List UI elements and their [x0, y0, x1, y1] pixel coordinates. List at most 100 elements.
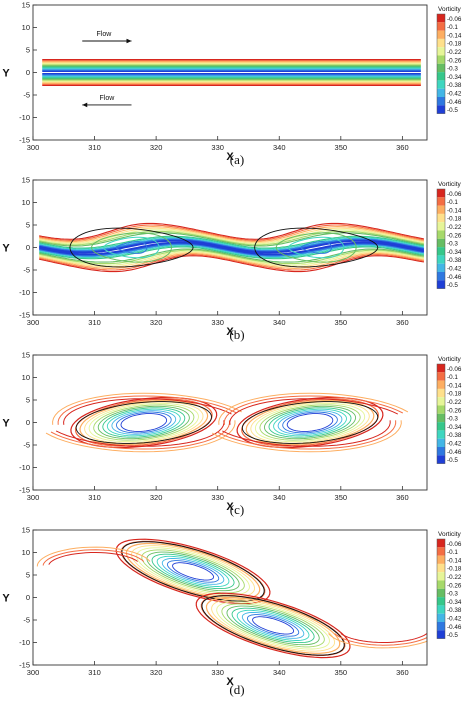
- legend-swatch: [437, 247, 445, 256]
- y-tick-label: 10: [22, 198, 30, 207]
- x-axis-label: X: [226, 151, 234, 160]
- vortex-contour: [161, 558, 225, 585]
- x-tick-label: 310: [88, 143, 101, 152]
- spiral-arm: [211, 420, 402, 453]
- legend-label: -0.06: [447, 16, 462, 23]
- vortex-contour: [115, 241, 148, 254]
- legend-swatch: [437, 613, 445, 622]
- contour-line: [39, 241, 425, 256]
- vortex-contour: [211, 599, 336, 652]
- y-tick-label: 15: [22, 1, 30, 10]
- contour-group: [36, 538, 427, 659]
- legend-swatch: [437, 388, 445, 398]
- legend-swatch: [437, 189, 445, 198]
- legend-label: -0.18: [447, 216, 462, 223]
- y-axis-label: Y: [2, 243, 10, 255]
- vortex-contour: [231, 607, 315, 644]
- legend: Vorticity -0.06-0.1-0.14 -0.18-0.22-0.26 -0…: [436, 181, 462, 289]
- vortex-contour: [166, 560, 220, 583]
- legend-swatch: [437, 455, 445, 464]
- legend-swatch: [437, 213, 445, 223]
- vortex-contour: [151, 553, 235, 590]
- axes: 300 310 320 330 340 350 360 -15 -10 -5 0 5 10 15 X Y: [2, 351, 408, 511]
- vortex-contour: [141, 549, 245, 594]
- x-tick-label: 320: [150, 143, 163, 152]
- contour-line: [39, 236, 425, 250]
- legend-title: Vorticity: [438, 531, 462, 538]
- y-tick-label: 5: [26, 221, 30, 230]
- spiral-arm: [55, 420, 225, 447]
- legend-label: -0.42: [447, 266, 462, 273]
- y-tick-label: -5: [23, 266, 30, 275]
- x-tick-label: 310: [88, 318, 101, 327]
- vortex-contour: [286, 413, 334, 432]
- y-tick-label: -5: [23, 91, 30, 100]
- plot-frame: [32, 179, 428, 316]
- contour-line: [39, 246, 424, 260]
- x-tick-label: 350: [335, 668, 348, 677]
- legend-title: Vorticity: [438, 356, 462, 363]
- contour-line: [39, 222, 425, 240]
- vortex-contour: [146, 551, 240, 592]
- panel-b-caption: (b): [229, 327, 245, 342]
- legend-swatch: [437, 97, 445, 106]
- x-tick-label: 350: [335, 318, 348, 327]
- legend-label: -0.46: [447, 99, 462, 106]
- vortex-contour: [111, 410, 177, 435]
- legend-label: -0.3: [447, 241, 458, 248]
- panel-c: 300 310 320 330 340 350 360 -15 -10 -5 0 5 10 15 X Y Vor…: [0, 350, 474, 525]
- spiral-arm: [223, 395, 404, 425]
- vortex-contour: [259, 404, 361, 441]
- filament: [36, 546, 151, 567]
- separatrix: [75, 401, 212, 444]
- filament: [42, 549, 145, 566]
- y-tick-label: 15: [22, 526, 30, 535]
- legend-swatch: [437, 380, 445, 389]
- y-tick-label: -10: [19, 463, 30, 472]
- legend: Vorticity -0.06-0.1-0.14 -0.18-0.22-0.26 -0…: [436, 531, 462, 639]
- legend-label: -0.34: [447, 74, 462, 81]
- legend-label: -0.46: [447, 449, 462, 456]
- legend-label: -0.14: [447, 207, 462, 214]
- legend-label: -0.5: [447, 632, 458, 639]
- y-tick-label: -15: [19, 486, 30, 495]
- x-tick-label: 330: [211, 143, 224, 152]
- vortex-contour: [300, 241, 333, 254]
- legend-label: -0.5: [447, 107, 458, 114]
- legend-swatch: [437, 205, 445, 214]
- contour-line: [39, 245, 425, 259]
- filament: [48, 552, 138, 565]
- separatrix: [201, 595, 345, 656]
- legend-swatch: [437, 397, 445, 406]
- spiral-arm: [229, 398, 399, 425]
- contour-line: [39, 227, 425, 244]
- contour-group: [42, 59, 421, 86]
- x-axis-label: X: [226, 326, 234, 335]
- vortex-contour: [195, 592, 351, 659]
- legend-label: -0.38: [447, 607, 462, 614]
- legend: Vorticity -0.06-0.1-0.14 -0.18-0.22-0.26 -0…: [436, 356, 462, 464]
- legend-frame: [436, 538, 446, 639]
- x-tick-label: 320: [150, 668, 163, 677]
- panel-d: 300 310 320 330 340 350 360 -15 -10 -5 0 5 10 15 X Y Vor…: [0, 525, 474, 701]
- spiral-arm: [218, 392, 409, 425]
- y-tick-label: -10: [19, 638, 30, 647]
- panel-a-caption: (a): [229, 152, 245, 167]
- legend-label: -0.5: [447, 457, 458, 464]
- y-tick-label: 15: [22, 176, 30, 185]
- x-tick-label: 300: [27, 668, 40, 677]
- y-tick-label: -5: [23, 616, 30, 625]
- y-tick-label: 5: [26, 396, 30, 405]
- legend-label: -0.38: [447, 257, 462, 264]
- legend-label: -0.14: [447, 32, 462, 39]
- y-tick-label: 15: [22, 351, 30, 360]
- vortex-contour: [268, 407, 352, 438]
- legend-label: -0.46: [447, 274, 462, 281]
- legend-label: -0.34: [447, 599, 462, 606]
- legend-label: -0.18: [447, 391, 462, 398]
- legend-label: -0.22: [447, 49, 462, 56]
- vortex-contour: [277, 410, 343, 435]
- legend-swatch: [437, 47, 445, 56]
- vortex-contour: [106, 408, 181, 437]
- vortex-contour: [172, 562, 215, 581]
